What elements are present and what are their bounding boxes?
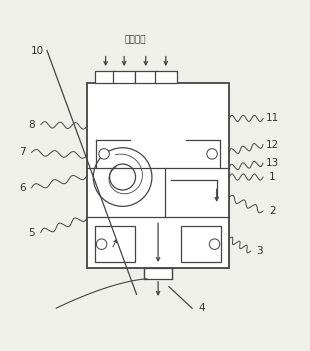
Bar [87,83,229,268]
Bar [144,268,172,279]
Text: 11: 11 [266,113,279,124]
Text: 3: 3 [257,246,263,256]
Bar [113,71,135,83]
Text: 5: 5 [28,227,35,238]
Bar [95,71,117,83]
Circle shape [207,149,217,159]
Bar [135,71,157,83]
Text: 8: 8 [28,120,35,130]
Circle shape [209,239,220,250]
Text: 室内空气: 室内空气 [124,35,146,44]
Text: 7: 7 [19,147,26,157]
Text: 4: 4 [198,303,205,313]
Text: 6: 6 [19,183,26,193]
Bar [95,226,135,262]
Bar [155,71,177,83]
Text: 2: 2 [269,206,276,216]
Bar [181,226,221,262]
Text: 10: 10 [31,46,44,55]
Text: 1: 1 [269,172,276,182]
Text: 12: 12 [266,140,279,150]
Circle shape [96,239,107,250]
Text: 13: 13 [266,158,279,168]
Circle shape [99,149,109,159]
